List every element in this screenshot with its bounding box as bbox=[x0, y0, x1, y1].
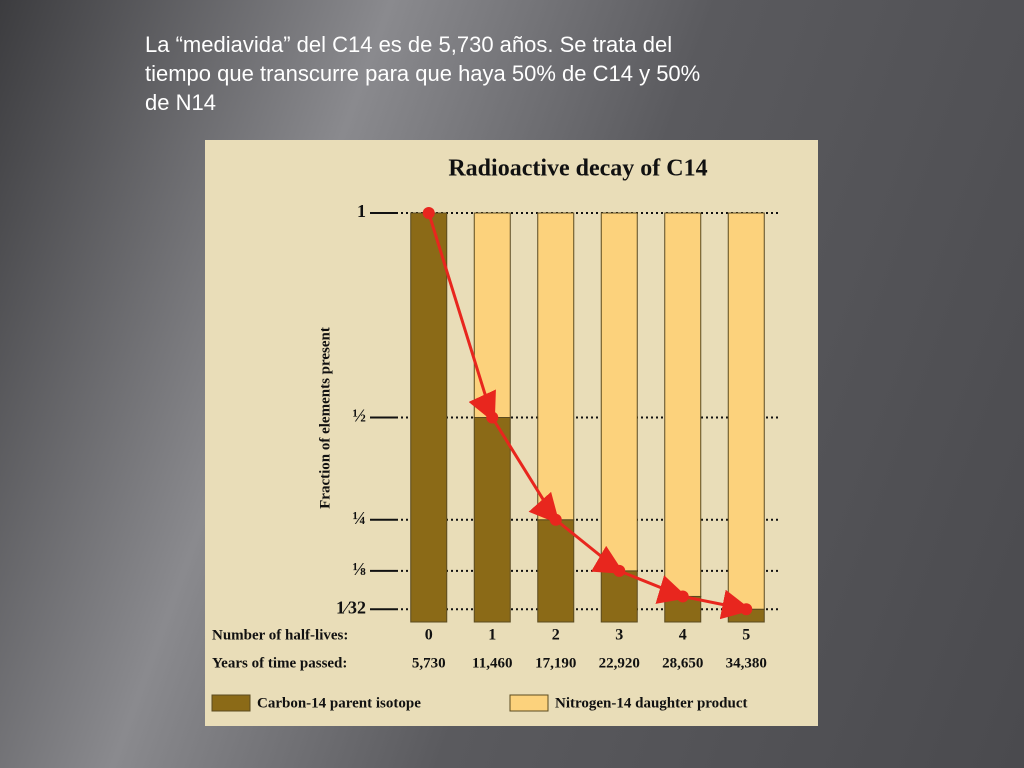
y-tick-label: ½ bbox=[353, 406, 367, 426]
bar bbox=[600, 212, 638, 572]
bar bbox=[664, 212, 702, 597]
bar bbox=[410, 212, 448, 623]
y-tick-label: ¼ bbox=[353, 508, 367, 528]
x-tick-label: 0 bbox=[425, 627, 433, 644]
year-label: 22,920 bbox=[599, 655, 640, 671]
bar bbox=[473, 417, 511, 623]
decay-point bbox=[422, 207, 435, 219]
year-label: 11,460 bbox=[472, 655, 512, 671]
legend-label: Nitrogen-14 daughter product bbox=[555, 695, 748, 711]
year-label: 34,380 bbox=[726, 655, 767, 671]
text-line: de N14 bbox=[145, 90, 216, 115]
bar bbox=[537, 519, 575, 623]
y-tick-label: 1⁄32 bbox=[336, 597, 366, 617]
years-row-label: Years of time passed: bbox=[212, 655, 347, 671]
decay-point bbox=[740, 603, 753, 616]
x-row-label: Number of half-lives: bbox=[212, 627, 348, 643]
bar bbox=[537, 212, 575, 521]
legend-swatch bbox=[211, 694, 251, 712]
decay-point bbox=[613, 564, 626, 577]
text-line: La “mediavida” del C14 es de 5,730 años.… bbox=[145, 32, 673, 57]
x-tick-label: 2 bbox=[552, 627, 560, 644]
x-tick-label: 5 bbox=[742, 627, 750, 644]
decay-point bbox=[676, 590, 689, 603]
y-tick-label: 1 bbox=[357, 201, 366, 221]
chart-title: Radioactive decay of C14 bbox=[448, 156, 707, 182]
x-tick-label: 4 bbox=[679, 627, 687, 644]
decay-line bbox=[427, 212, 753, 620]
text-line: tiempo que transcurre para que haya 50% … bbox=[145, 61, 701, 86]
bar bbox=[727, 212, 765, 610]
year-label: 17,190 bbox=[535, 655, 576, 671]
year-label: 28,650 bbox=[662, 655, 703, 671]
year-label: 5,730 bbox=[412, 655, 446, 671]
x-tick-label: 3 bbox=[615, 627, 623, 644]
x-tick-label: 1 bbox=[488, 627, 496, 644]
legend-swatch bbox=[509, 694, 549, 712]
y-axis-label: Fraction of elements present bbox=[317, 327, 333, 509]
y-tick-label: ⅛ bbox=[353, 559, 367, 579]
decay-point bbox=[486, 411, 499, 424]
slide-text: La “mediavida” del C14 es de 5,730 años.… bbox=[145, 30, 865, 117]
bar bbox=[600, 570, 638, 623]
bar bbox=[473, 212, 511, 418]
decay-point bbox=[549, 513, 562, 526]
legend-label: Carbon-14 parent isotope bbox=[257, 695, 421, 711]
